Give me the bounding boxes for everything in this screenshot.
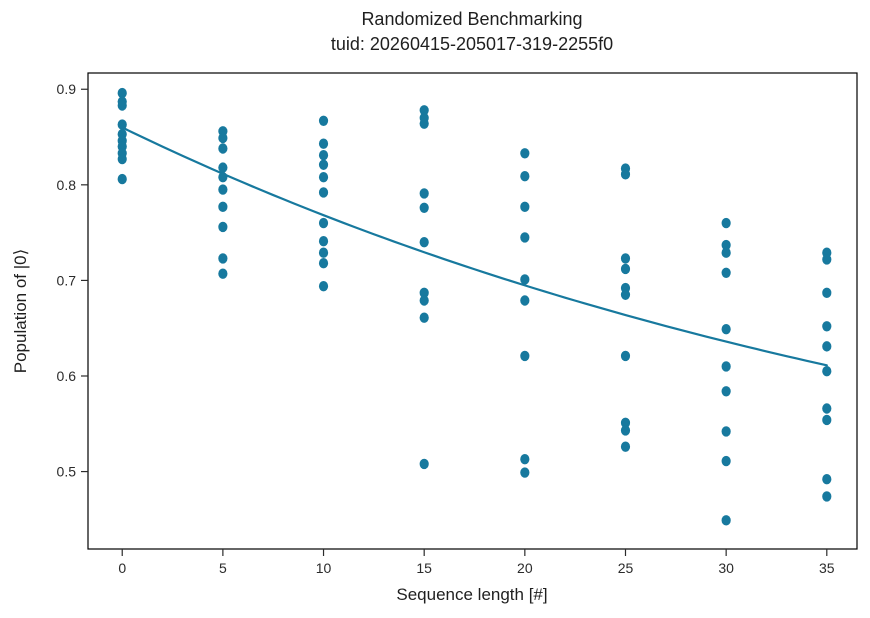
data-point [218, 221, 228, 233]
data-point [822, 341, 832, 352]
data-point [419, 236, 429, 248]
data-point [318, 115, 329, 126]
data-point [620, 169, 631, 180]
data-point [822, 403, 832, 414]
data-point [318, 171, 329, 183]
data-point [218, 162, 228, 173]
data-point [117, 100, 127, 111]
data-point [822, 287, 832, 299]
x-tick-label: 5 [219, 560, 227, 576]
data-point [620, 263, 631, 275]
data-point [318, 258, 329, 269]
data-point [218, 143, 228, 154]
data-point [721, 267, 731, 278]
data-point [822, 366, 832, 377]
data-point [318, 280, 329, 292]
data-point [822, 254, 832, 265]
plot-frame [87, 72, 858, 550]
fit-line [121, 126, 828, 367]
data-point [620, 417, 631, 429]
data-point [318, 236, 329, 247]
y-tick-label: 0.7 [57, 272, 77, 288]
chart-title: Randomized Benchmarking [361, 9, 582, 29]
x-tick-label: 30 [718, 560, 734, 576]
x-tick-label: 20 [517, 560, 533, 576]
data-point [318, 217, 329, 229]
data-point [721, 386, 731, 397]
data-point [318, 247, 329, 258]
data-point [620, 289, 631, 300]
data-point [721, 455, 731, 467]
data-point [117, 119, 127, 130]
data-point [218, 171, 228, 183]
data-point [520, 274, 530, 285]
data-point [218, 201, 228, 213]
x-tick-label: 25 [618, 560, 634, 576]
data-point [419, 287, 429, 299]
data-point [419, 202, 429, 213]
data-point [318, 150, 329, 161]
data-point [822, 491, 832, 502]
data-point [318, 187, 329, 198]
data-point [721, 426, 731, 437]
y-tick-label: 0.9 [57, 81, 77, 97]
data-point [117, 153, 127, 165]
data-point [721, 247, 731, 258]
data-point [721, 239, 731, 251]
data-point [620, 350, 631, 362]
data-point [620, 425, 631, 436]
x-axis-label: Sequence length [#] [396, 585, 547, 604]
y-tick-label: 0.6 [57, 368, 77, 384]
data-point [520, 467, 530, 478]
chart-subtitle: tuid: 20260415-205017-319-2255f0 [331, 34, 613, 54]
data-point [419, 458, 429, 470]
data-point [218, 268, 228, 279]
data-point [520, 350, 530, 362]
data-point [419, 188, 429, 199]
data-point [520, 171, 530, 182]
y-axis-label: Population of |0⟩ [11, 249, 30, 373]
data-point [117, 87, 127, 99]
data-point [520, 201, 530, 213]
x-tick-label: 35 [819, 560, 835, 576]
data-point [822, 474, 832, 485]
data-point [520, 295, 530, 306]
data-point [218, 253, 228, 264]
x-tick-label: 0 [118, 560, 126, 576]
data-point [721, 217, 731, 229]
data-point [520, 148, 530, 159]
data-point [822, 414, 832, 426]
data-point [218, 184, 228, 195]
data-point [419, 295, 429, 306]
x-tick-label: 15 [416, 560, 432, 576]
data-point [318, 138, 329, 149]
data-point [620, 441, 631, 452]
data-point [520, 232, 530, 243]
y-tick-label: 0.5 [57, 464, 77, 480]
y-tick-label: 0.8 [57, 177, 77, 193]
data-point [318, 159, 329, 170]
data-point [218, 132, 228, 144]
data-point [419, 105, 429, 116]
data-point [117, 173, 127, 185]
data-point [520, 453, 530, 465]
data-point [721, 323, 731, 335]
data-point [419, 118, 429, 129]
data-point [419, 312, 429, 323]
plot-area: 0 5 10 15 20 25 30 35 0.5 0.6 0.7 0.8 0.9 [57, 72, 858, 576]
x-tick-label: 10 [316, 560, 332, 576]
data-point [721, 515, 731, 526]
data-point [721, 361, 731, 372]
data-point [822, 321, 832, 332]
data-point [620, 253, 631, 264]
